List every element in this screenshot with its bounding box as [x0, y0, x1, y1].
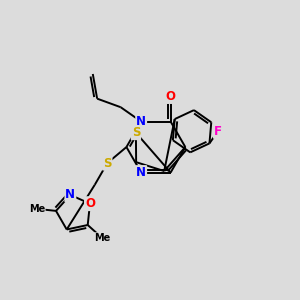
- Text: O: O: [166, 90, 176, 103]
- Text: F: F: [214, 125, 222, 138]
- Text: Me: Me: [94, 233, 110, 243]
- Text: O: O: [85, 197, 95, 210]
- Text: S: S: [103, 157, 112, 169]
- Text: S: S: [132, 126, 140, 139]
- Text: N: N: [136, 166, 146, 179]
- Text: N: N: [136, 115, 146, 128]
- Text: N: N: [65, 188, 75, 201]
- Text: Me: Me: [29, 204, 45, 214]
